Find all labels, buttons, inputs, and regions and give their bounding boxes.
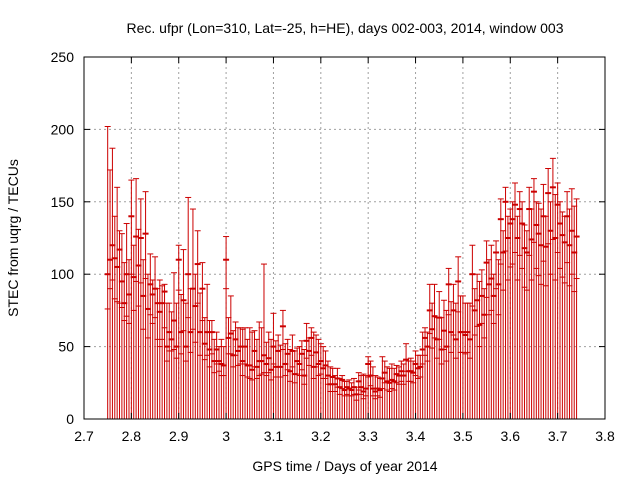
x-tick-label: 2.7 bbox=[74, 428, 94, 444]
x-tick-label: 3.8 bbox=[595, 428, 615, 444]
x-tick-label: 3.6 bbox=[501, 428, 521, 444]
x-tick-label: 3.2 bbox=[311, 428, 331, 444]
x-tick-label: 3.4 bbox=[406, 428, 426, 444]
y-tick-label: 250 bbox=[51, 49, 75, 65]
data-series bbox=[104, 126, 580, 419]
y-axis-title: STEC from uqrg / TECUs bbox=[5, 159, 21, 317]
x-tick-label: 3.3 bbox=[358, 428, 378, 444]
axis-ticks: 2.7 2.8 2.9 3 3.1 3.2 3.3 3.4 3.5 3.6 3.7 3.8 0 50 100… bbox=[51, 49, 615, 444]
x-tick-label: 2.8 bbox=[122, 428, 142, 444]
y-tick-label: 150 bbox=[51, 194, 75, 210]
x-tick-label: 2.9 bbox=[169, 428, 189, 444]
x-tick-label: 3.1 bbox=[264, 428, 284, 444]
x-tick-label: 3 bbox=[222, 428, 230, 444]
y-tick-label: 100 bbox=[51, 266, 75, 282]
chart-title: Rec. ufpr (Lon=310, Lat=-25, h=HE), days… bbox=[126, 20, 563, 36]
x-tick-label: 3.5 bbox=[453, 428, 473, 444]
y-tick-label: 0 bbox=[66, 411, 74, 427]
y-tick-label: 50 bbox=[58, 339, 74, 355]
x-axis-title: GPS time / Days of year 2014 bbox=[252, 458, 437, 474]
y-tick-label: 200 bbox=[51, 121, 75, 137]
x-tick-label: 3.7 bbox=[548, 428, 568, 444]
plot-frame bbox=[83, 56, 606, 420]
